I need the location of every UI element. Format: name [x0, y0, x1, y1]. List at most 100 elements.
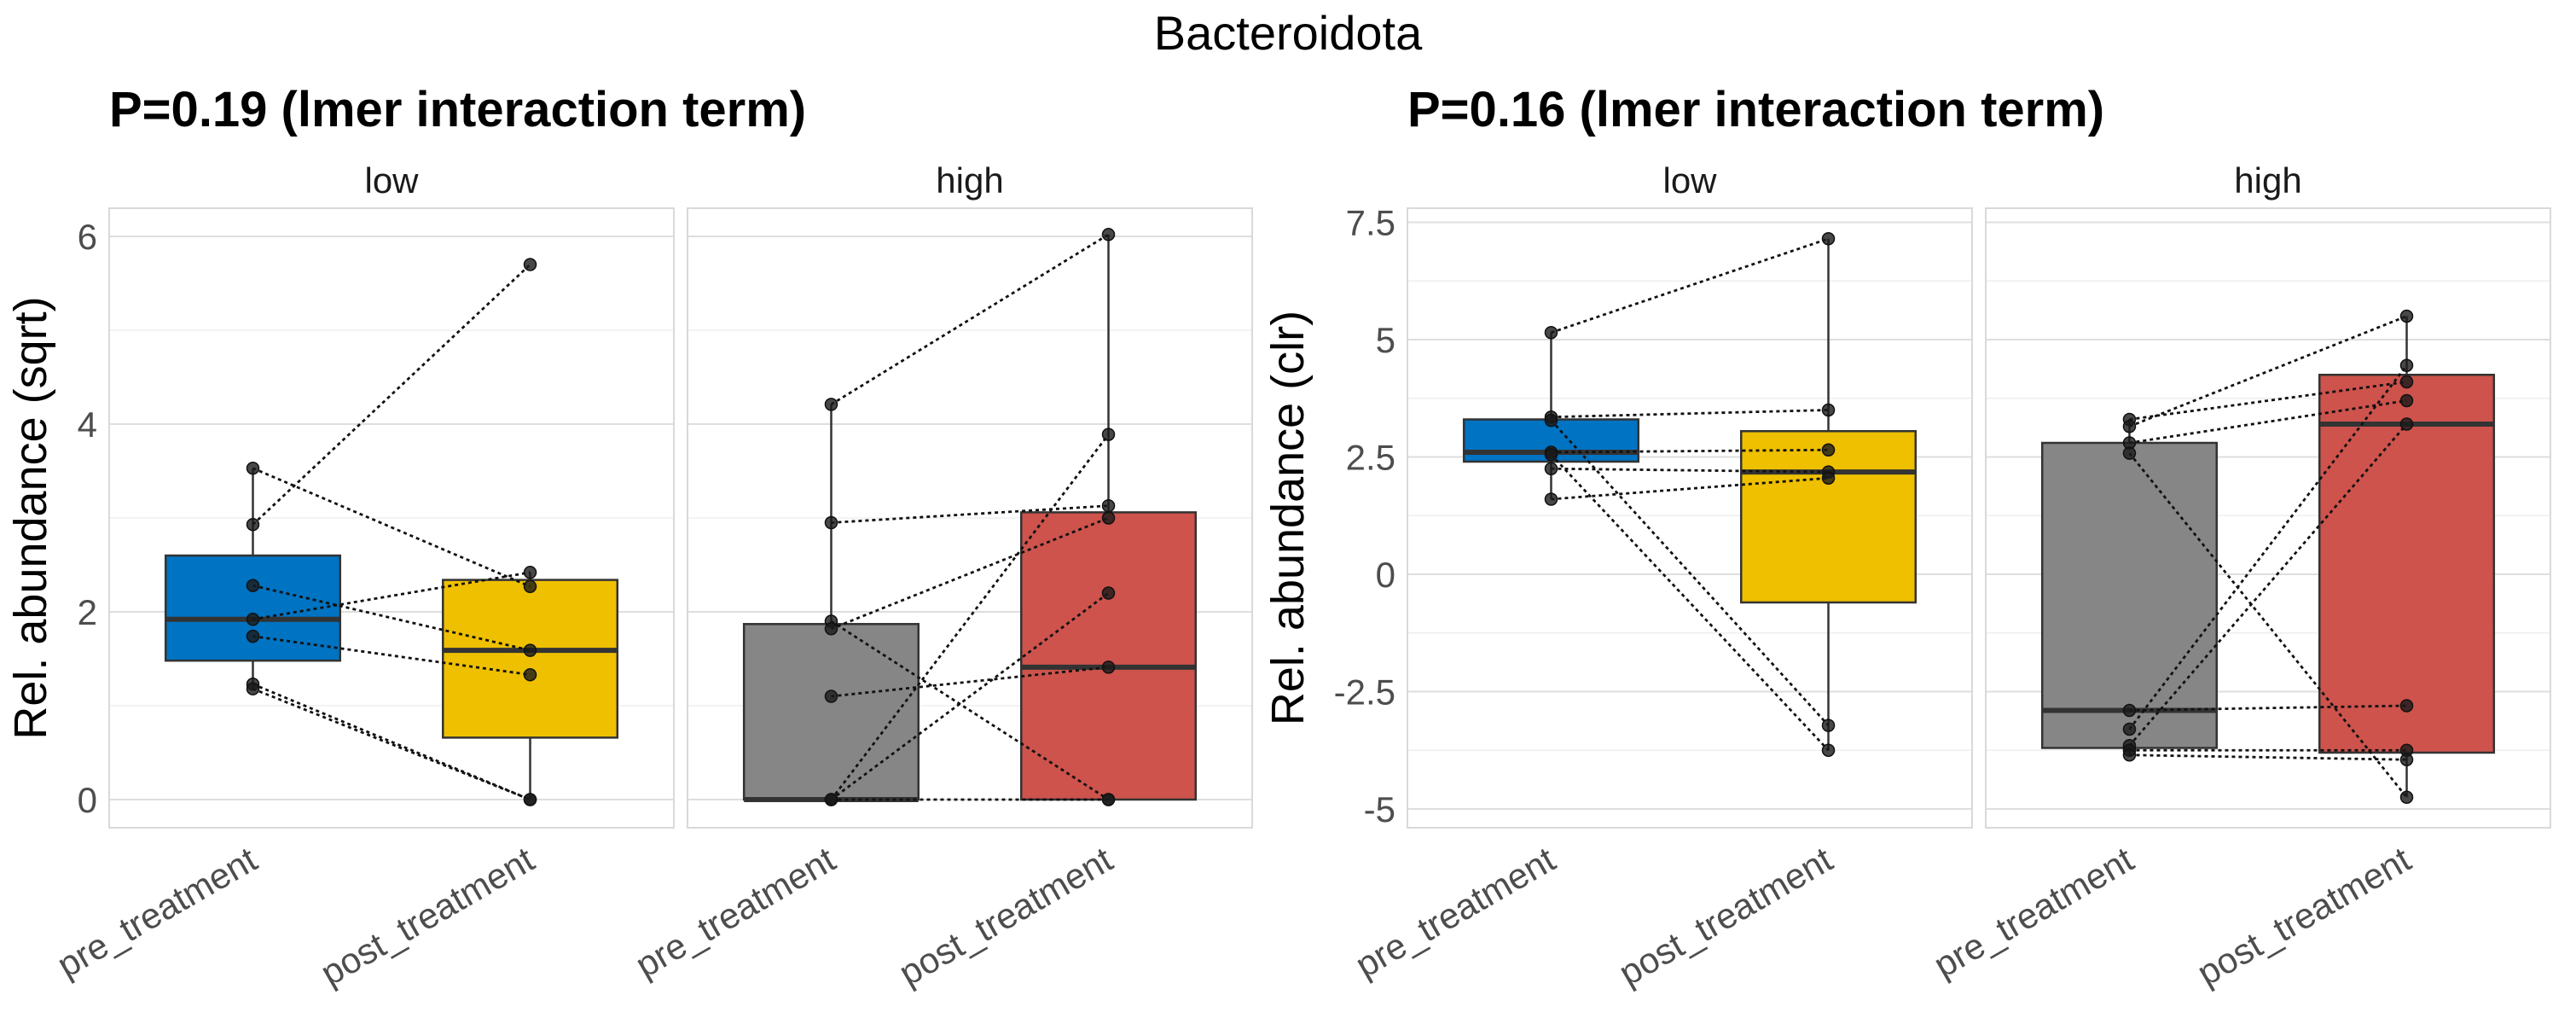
box-low-post_treatment: [1739, 430, 1917, 604]
facet-label-low: low: [364, 160, 419, 201]
data-point-pre: [824, 398, 838, 411]
y-axis-label: Rel. abundance (sqrt): [5, 296, 56, 739]
facet-panel-high: pre_treatment post_treatment: [629, 207, 1253, 993]
pair-line: [831, 504, 1109, 524]
data-point-pre: [824, 622, 838, 636]
data-point-post: [1101, 660, 1116, 674]
panel-subtitle: P=0.19 (lmer interaction term): [109, 82, 806, 137]
panel-subtitle: P=0.16 (lmer interaction term): [1407, 82, 2104, 137]
facet-label-high: high: [936, 160, 1003, 201]
pair-line: [1551, 237, 1829, 335]
data-point-pre: [824, 689, 838, 703]
pair-line: [2128, 423, 2408, 747]
pair-line: [252, 571, 531, 621]
data-point-post: [1101, 428, 1116, 441]
data-point-post: [1821, 471, 1836, 485]
y-tick-label: 4: [78, 404, 97, 445]
x-tick-label: post_treatment: [892, 839, 1119, 993]
facet-panel-high: pre_treatment post_treatment: [1927, 207, 2551, 993]
panel-border: [1407, 207, 1973, 829]
pair-line: [830, 591, 1110, 801]
pair-line: [252, 263, 531, 526]
data-point-post: [2399, 358, 2414, 372]
data-point-post: [2399, 393, 2414, 408]
y-tick-label: 7.5: [1346, 203, 1395, 243]
data-point-pre: [2122, 446, 2137, 460]
data-point-pre: [246, 579, 260, 592]
y-tick-label: 5: [1376, 320, 1395, 360]
data-point-post: [1101, 793, 1116, 806]
data-point-pre: [246, 517, 260, 532]
data-point-post: [2399, 417, 2414, 431]
pair-line: [252, 683, 531, 801]
data-point-post: [523, 258, 537, 271]
y-tick-label: 0: [78, 780, 97, 820]
panel-border: [108, 207, 675, 829]
data-point-post: [523, 667, 537, 682]
pair-line: [831, 666, 1109, 698]
data-point-pre: [2122, 703, 2137, 718]
y-tick-label: 2.5: [1346, 438, 1395, 478]
data-point-pre: [2122, 748, 2137, 762]
data-point-pre: [1544, 448, 1558, 462]
data-point-post: [1821, 743, 1836, 757]
pair-line: [2129, 753, 2407, 761]
pair-line: [252, 467, 531, 588]
data-point-post: [2399, 375, 2414, 389]
data-point-post: [2399, 790, 2414, 804]
pair-line: [1551, 448, 1829, 454]
facet-label-high: high: [2234, 160, 2301, 201]
data-point-post: [1101, 498, 1116, 513]
pair-line: [1551, 476, 1829, 501]
y-tick-label: -5: [1364, 789, 1395, 829]
data-point-post: [1821, 232, 1836, 246]
data-point-pre: [246, 613, 260, 626]
pair-line: [1550, 453, 1830, 752]
data-point-post: [523, 579, 537, 594]
data-point-pre: [1544, 462, 1558, 475]
pair-line: [1551, 409, 1829, 419]
box-low-post_treatment: [441, 579, 619, 739]
box-low-pre_treatment: [164, 554, 342, 662]
x-tick-label: post_treatment: [2190, 839, 2417, 993]
box-high-post_treatment: [1019, 511, 1198, 801]
x-tick-label: pre_treatment: [50, 839, 264, 986]
main-title: Bacteroidota: [1154, 6, 1423, 60]
data-point-post: [523, 566, 537, 579]
data-point-post: [2399, 309, 2414, 323]
pair-line: [1550, 419, 1830, 727]
data-point-pre: [1544, 326, 1558, 340]
pair-line: [830, 433, 1110, 800]
x-tick-label: pre_treatment: [1349, 839, 1562, 986]
data-point-pre: [824, 515, 838, 530]
pair-line: [2128, 364, 2408, 730]
box-high-post_treatment: [2318, 374, 2496, 754]
pair-line: [252, 687, 531, 801]
x-tick-label: pre_treatment: [1927, 839, 2140, 986]
panel-border: [687, 207, 1253, 829]
data-point-post: [2399, 699, 2414, 713]
y-tick-label: 0: [1376, 555, 1395, 595]
data-point-pre: [246, 461, 260, 475]
data-point-post: [1821, 443, 1836, 457]
data-point-post: [1821, 403, 1836, 417]
box-high-pre_treatment: [742, 623, 920, 801]
data-point-pre: [2122, 722, 2137, 736]
pair-line: [830, 516, 1110, 631]
x-tick-label: post_treatment: [314, 839, 541, 993]
data-point-post: [2399, 753, 2414, 766]
data-point-pre: [246, 682, 260, 695]
data-point-pre: [2122, 420, 2137, 433]
facet-panel-low: pre_treatment post_treatment: [50, 207, 675, 993]
data-point-post: [1101, 511, 1116, 525]
data-point-post: [523, 643, 537, 657]
data-point-pre: [1544, 413, 1558, 428]
facet-panel-low: pre_treatment post_treatment: [1349, 207, 1973, 993]
y-tick-label: 2: [78, 592, 97, 632]
pair-line: [2129, 381, 2407, 421]
data-point-post: [1821, 719, 1836, 732]
y-axis-label: Rel. abundance (clr): [1262, 311, 1314, 725]
facet-label-low: low: [1662, 160, 1717, 201]
pair-line: [830, 620, 1110, 801]
